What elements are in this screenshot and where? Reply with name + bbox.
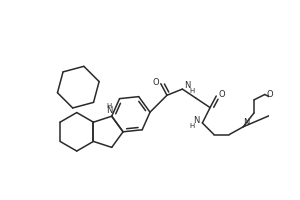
Text: O: O	[218, 90, 225, 99]
Text: N: N	[106, 106, 112, 115]
Text: O: O	[152, 78, 159, 87]
Text: N: N	[243, 118, 250, 127]
Text: N: N	[184, 81, 190, 90]
Text: H: H	[189, 88, 194, 94]
Text: N: N	[193, 116, 200, 125]
Text: O: O	[267, 90, 274, 99]
Text: H: H	[189, 123, 194, 129]
Text: H: H	[107, 103, 112, 109]
